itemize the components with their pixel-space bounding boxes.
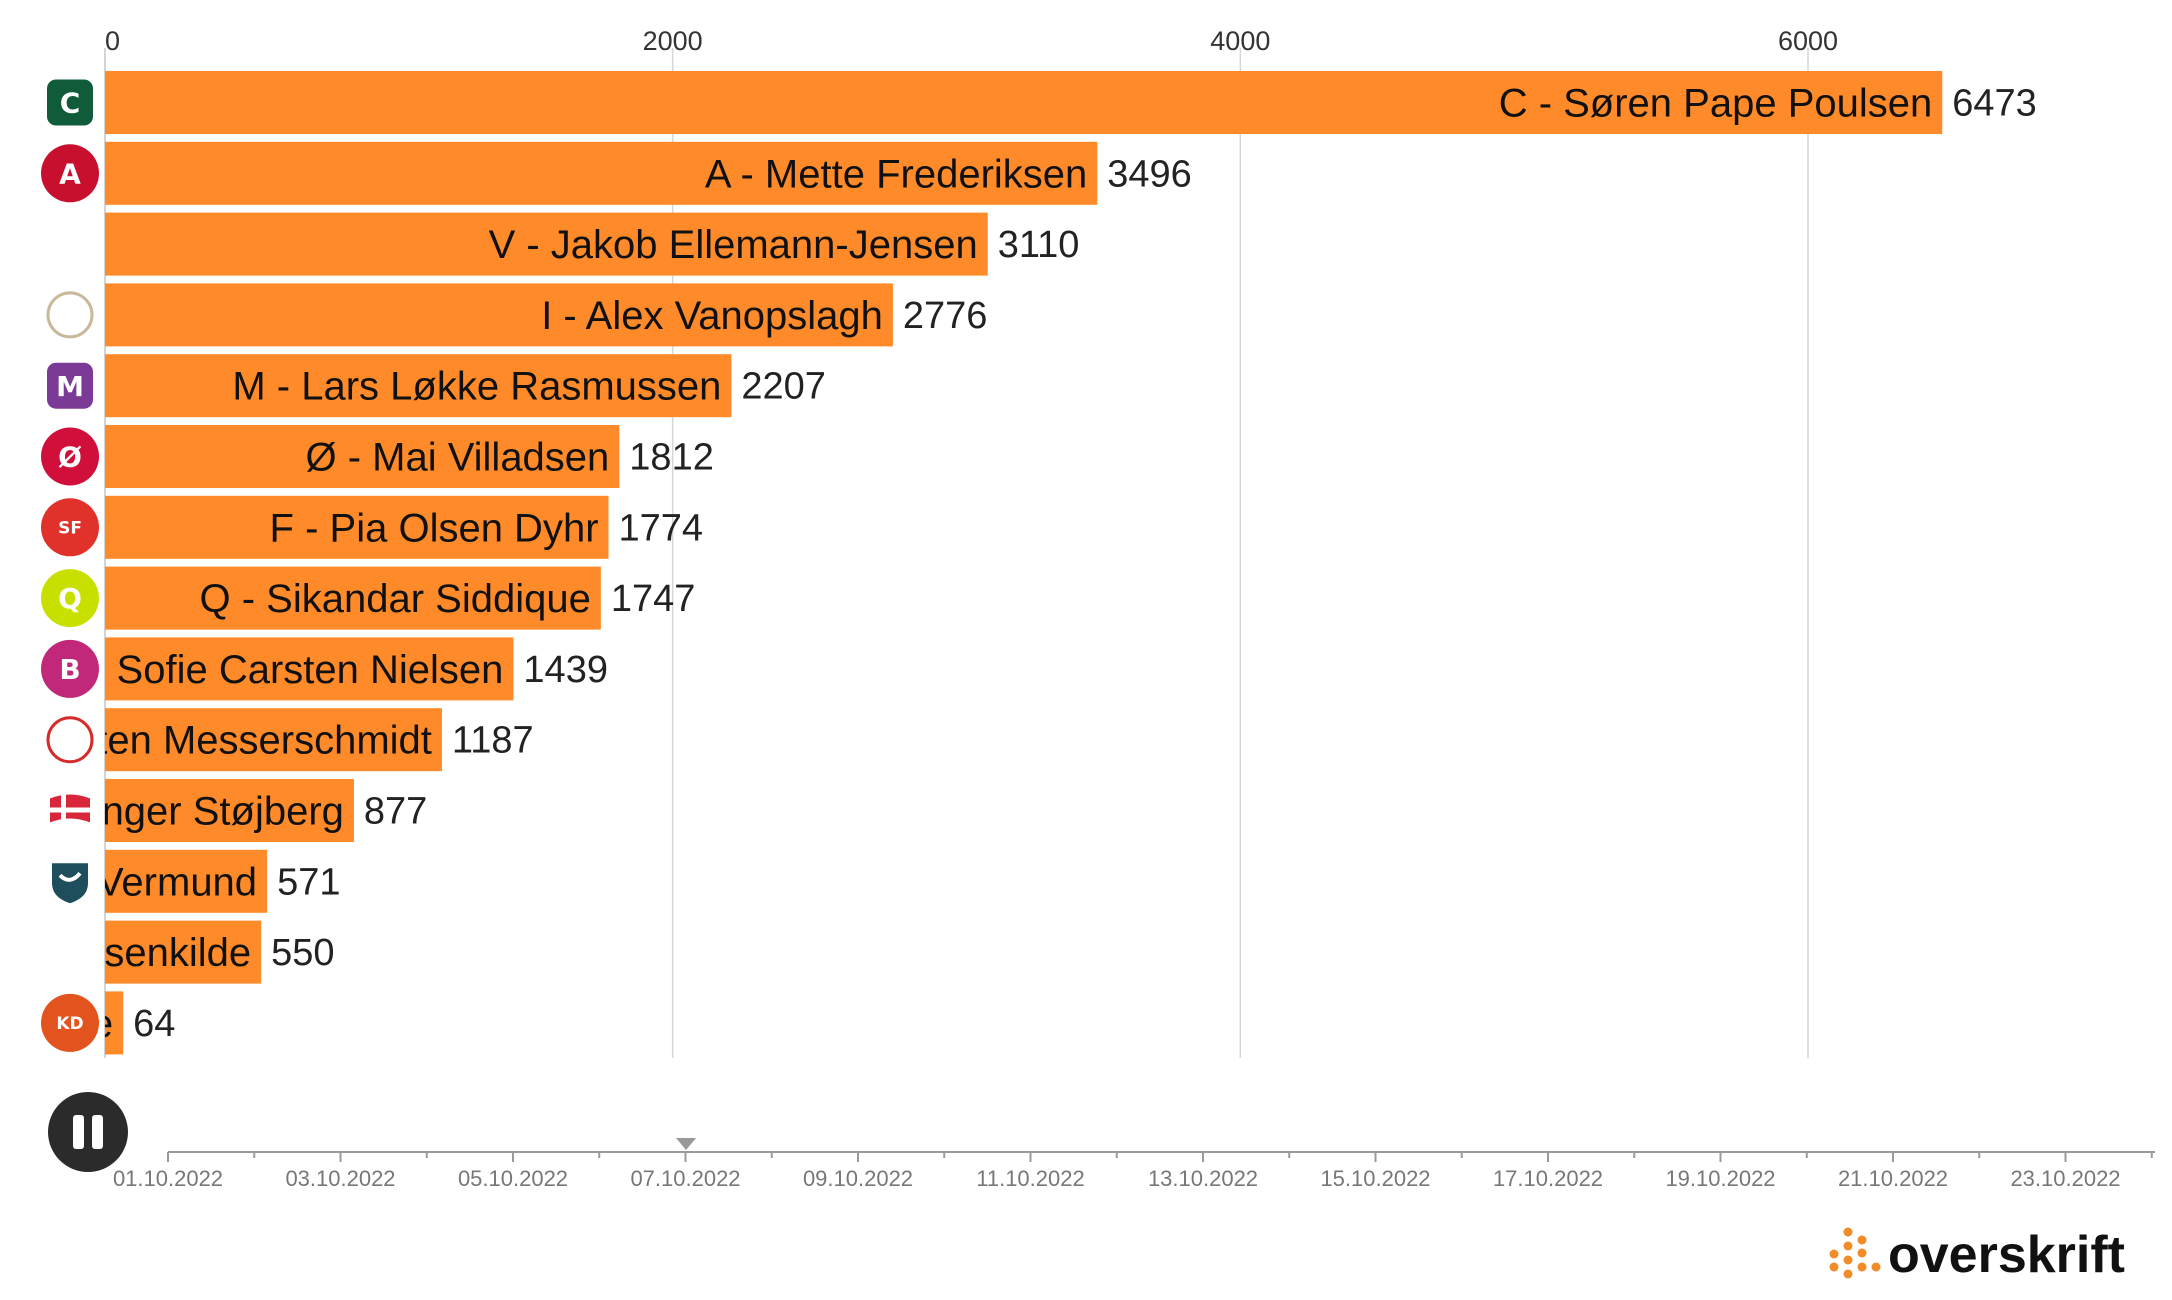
svg-text:B: B	[59, 653, 80, 686]
svg-text:C: C	[60, 87, 81, 120]
bar-label: V - Jakob Ellemann-Jensen	[489, 223, 978, 267]
bar	[105, 425, 620, 488]
party-badge-icon: Ø	[41, 427, 99, 486]
bar-label: senkilde	[104, 931, 251, 975]
value-label: 3110	[998, 224, 1080, 266]
value-label: 571	[277, 861, 340, 903]
value-label: 6473	[1952, 83, 2037, 125]
bar-label: F - Pia Olsen Dyhr	[270, 506, 599, 550]
party-badge-icon: C	[47, 79, 93, 126]
timeline[interactable]: 01.10.2022 03.10.2022 05.10.2022 07.10.2022…	[113, 1138, 2155, 1191]
bar	[105, 566, 601, 630]
bar	[105, 637, 514, 701]
bar-label: I - Alex Vanopslagh	[541, 294, 883, 338]
value-label: 1812	[629, 437, 714, 479]
timeline-date-label: 13.10.2022	[1148, 1166, 1258, 1191]
timeline-date-label: 23.10.2022	[2010, 1166, 2120, 1191]
value-label: 64	[133, 1003, 175, 1045]
bar	[105, 354, 732, 418]
svg-text:LA: LA	[59, 306, 81, 324]
timeline-date-label: 03.10.2022	[285, 1166, 395, 1191]
value-label: 1774	[619, 507, 704, 549]
logo-dots-icon	[1829, 1227, 1881, 1279]
bar-label: M - Lars Løkke Rasmussen	[232, 365, 721, 409]
value-label: 2207	[741, 366, 826, 408]
bar-label: C - Søren Pape Poulsen	[1499, 82, 1933, 126]
svg-text:V: V	[55, 223, 86, 269]
party-badge-icon: M	[47, 362, 93, 409]
timeline-date-label: 15.10.2022	[1320, 1166, 1430, 1191]
pause-button-circle[interactable]	[48, 1092, 128, 1172]
bars: C - Søren Pape Poulsen A - Mette Frederik…	[91, 71, 1943, 1055]
bar	[105, 141, 1098, 205]
svg-text:DF: DF	[59, 731, 82, 749]
bar	[105, 283, 893, 347]
party-badge-icon	[50, 794, 90, 823]
value-label: 2776	[903, 295, 988, 337]
pause-button[interactable]	[48, 1092, 128, 1172]
bar-label: e	[91, 1002, 113, 1046]
party-badge-icon: KD	[41, 993, 99, 1052]
svg-text:KD: KD	[56, 1014, 83, 1034]
overskrift-logo: overskrift	[1829, 1226, 2125, 1284]
svg-text:Ø: Ø	[58, 441, 82, 474]
party-badge-icon	[52, 863, 88, 904]
value-label: 3496	[1107, 153, 1192, 195]
timeline-date-label: 07.10.2022	[630, 1166, 740, 1191]
svg-text:A: A	[59, 157, 81, 190]
timeline-marker-icon[interactable]	[676, 1138, 697, 1150]
bar-label: Vermund	[97, 860, 257, 904]
pause-icon	[73, 1115, 84, 1149]
party-badge-icon: Q	[41, 569, 99, 628]
party-badge-icon: LA	[46, 291, 94, 339]
svg-text:SF: SF	[58, 518, 82, 538]
bar	[105, 708, 442, 772]
value-label: 877	[364, 791, 427, 833]
timeline-date-label: 21.10.2022	[1838, 1166, 1948, 1191]
x-tick-label: 6000	[1778, 26, 1838, 56]
pause-icon-bar	[92, 1115, 103, 1149]
x-tick-label: 4000	[1210, 26, 1270, 56]
party-badge-icon: V	[55, 223, 86, 269]
bar	[105, 495, 609, 559]
party-badge-icon: Å	[55, 928, 86, 977]
bar-label: Ø - Mai Villadsen	[305, 436, 609, 480]
timeline-date-label: 09.10.2022	[803, 1166, 913, 1191]
value-label: 1747	[611, 578, 696, 620]
brand-name: overskrift	[1888, 1226, 2125, 1284]
x-tick-label: 2000	[643, 26, 703, 56]
bar-label: Q - Sikandar Siddique	[200, 577, 591, 621]
value-label: 1187	[452, 720, 534, 762]
party-badge-icon: A	[41, 144, 99, 203]
x-tick-label: 0	[105, 26, 120, 56]
party-badge-icon: B	[41, 639, 99, 698]
timeline-date-label: 19.10.2022	[1665, 1166, 1775, 1191]
svg-text:Å: Å	[55, 928, 86, 977]
timeline-date-label: 17.10.2022	[1493, 1166, 1603, 1191]
party-badge-icon: DF	[46, 716, 94, 764]
bar	[105, 212, 988, 276]
bar	[105, 991, 124, 1055]
bar-label: A - Mette Frederiksen	[705, 152, 1087, 196]
value-label: 1439	[523, 649, 608, 691]
timeline-date-label: 11.10.2022	[976, 1166, 1084, 1191]
svg-text:Q: Q	[58, 582, 82, 615]
bar	[105, 779, 354, 842]
svg-text:M: M	[56, 370, 84, 403]
party-badges: C AV LA M Ø SF Q B DF Å KD	[41, 79, 99, 1052]
bar-label: ten Messerschmidt	[96, 719, 432, 763]
bar	[105, 849, 268, 913]
value-label: 550	[271, 932, 334, 974]
timeline-date-label: 01.10.2022	[113, 1166, 223, 1191]
timeline-date-label: 05.10.2022	[458, 1166, 568, 1191]
bar	[105, 71, 1943, 134]
party-badge-icon: SF	[41, 498, 99, 557]
bar-label: nger Støjberg	[102, 790, 344, 834]
bar	[105, 920, 262, 984]
bar-label: - Sofie Carsten Nielsen	[92, 648, 503, 692]
x-axis: 0 2000 4000 6000	[105, 26, 1838, 56]
